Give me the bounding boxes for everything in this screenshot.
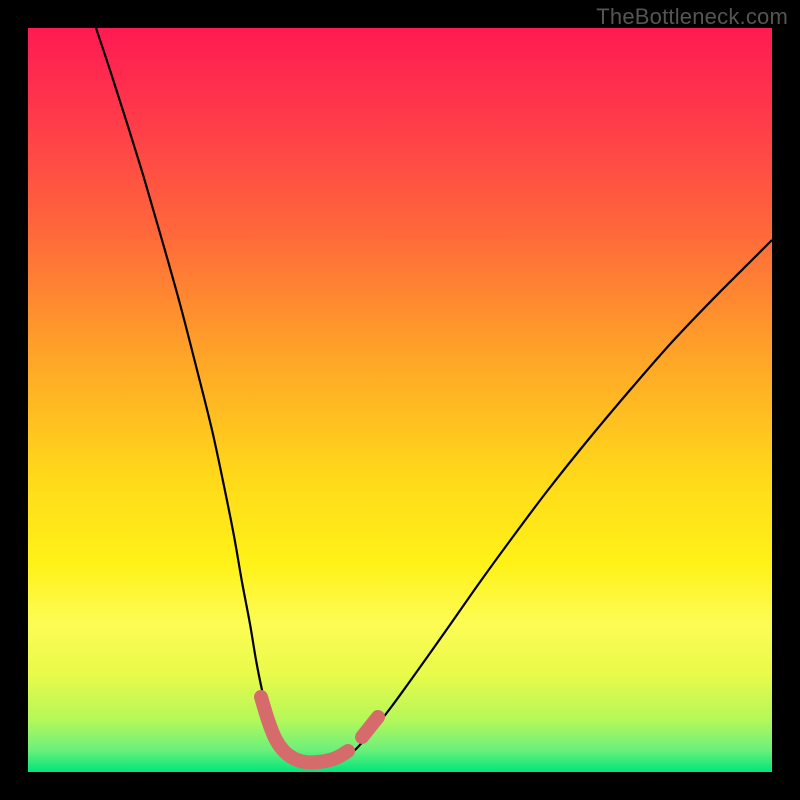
bottleneck-curve-plot	[0, 0, 800, 800]
chart-canvas: TheBottleneck.com	[0, 0, 800, 800]
plot-background	[28, 28, 772, 772]
watermark-text: TheBottleneck.com	[596, 4, 788, 30]
